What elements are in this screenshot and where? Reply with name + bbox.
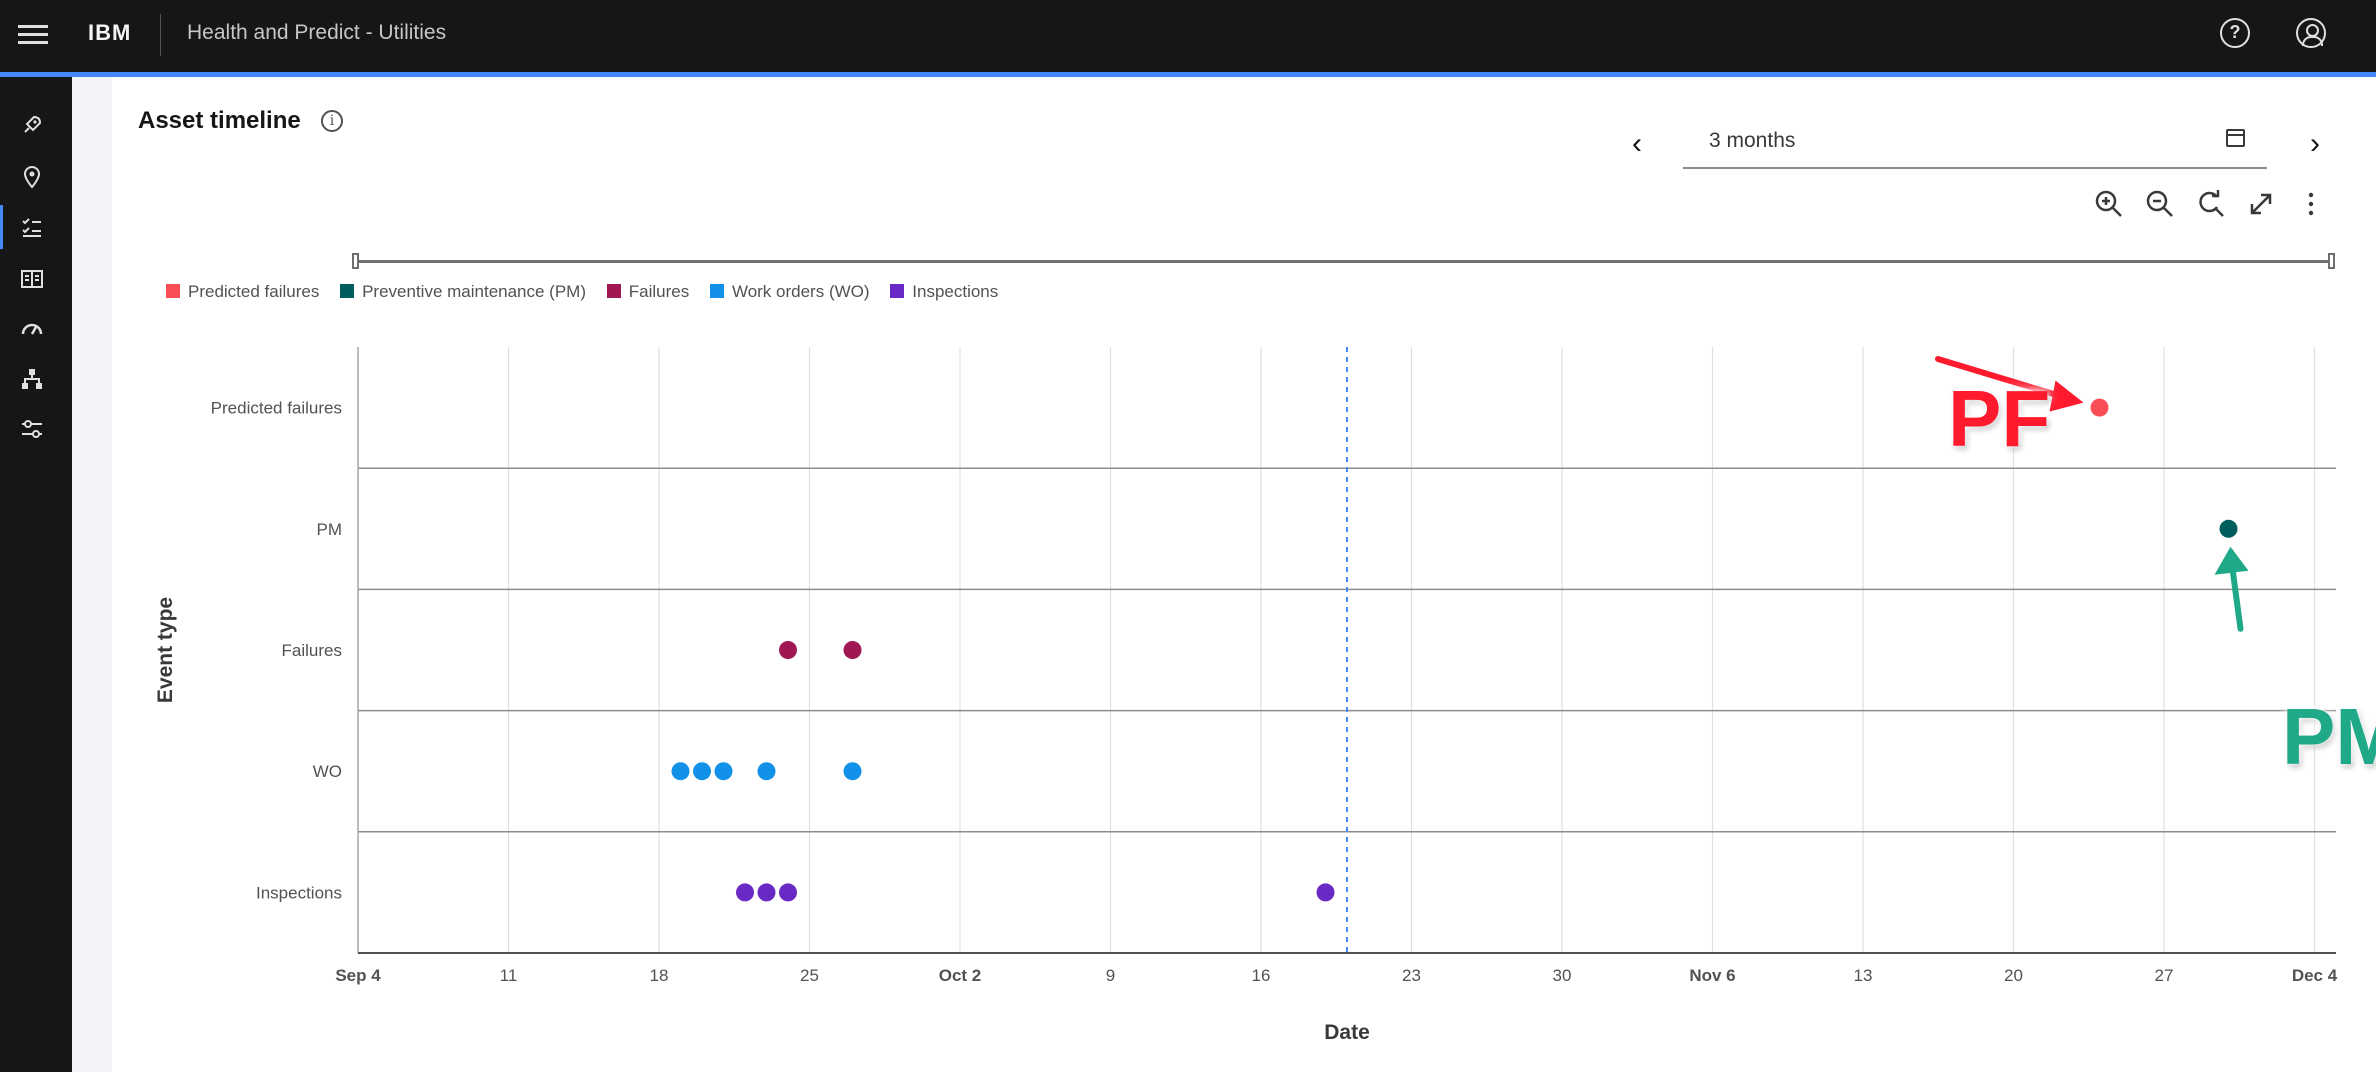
y-tick-label: Failures [282,641,342,660]
reset-zoom-icon[interactable] [2194,187,2228,221]
panel-title: Asset timeline [138,107,301,134]
x-tick-label: 27 [2155,966,2174,985]
x-tick-label: 30 [1553,966,1572,985]
rocket-icon [24,115,42,133]
y-tick-label: Predicted failures [211,399,342,418]
pf-callout-label: PF [1948,374,2051,463]
zoom-in-icon[interactable] [2092,187,2126,221]
data-point [757,883,776,902]
x-tick-label: 20 [2004,966,2023,985]
data-point [779,883,797,902]
data-point [714,762,733,781]
data-point [2219,519,2238,538]
sidebar-item-catalog[interactable] [0,257,72,301]
x-tick-label: Oct 2 [939,966,982,985]
overflow-menu-icon[interactable] [2294,187,2328,221]
catalog-icon [21,270,43,288]
location-icon [23,166,41,189]
x-axis-title: Date [1324,1021,1370,1044]
x-tick-label: 13 [1854,966,1873,985]
hamburger-menu-icon[interactable] [18,20,48,50]
sidebar-item-dashboard[interactable] [0,307,72,351]
legend-label: Inspections [912,282,999,301]
x-tick-label: 25 [800,966,819,985]
pm-callout-label: PM [2282,692,2376,781]
legend-label: Failures [628,282,690,301]
x-tick-label: Dec 4 [2292,966,2338,985]
data-point [843,762,862,781]
legend-swatch [709,284,724,298]
x-tick-label: 9 [1106,966,1115,985]
asset-timeline-panel: Asset timeline i ‹ 3 months › Predicted … [112,77,2376,1072]
legend-item-failures[interactable]: Failures [606,282,690,302]
zoom-out-icon[interactable] [2143,187,2177,221]
brand-logo[interactable]: IBM [88,20,132,45]
settings-sliders-icon [22,420,42,438]
x-tick-label: 11 [500,966,518,985]
chart-legend: Predicted failures Preventive maintenanc… [166,282,1014,302]
header-divider [160,14,161,56]
legend-item-work-orders[interactable]: Work orders (WO) [709,282,870,302]
sidebar-item-location[interactable] [0,155,72,199]
data-point [2090,398,2109,417]
legend-label: Work orders (WO) [731,282,870,301]
legend-swatch [606,284,621,298]
data-point [757,762,776,781]
sidebar-item-checklist[interactable] [0,205,72,249]
y-tick-label: WO [313,762,342,781]
help-icon[interactable]: ? [2220,18,2250,48]
sidebar-item-hierarchy[interactable] [0,357,72,401]
x-tick-label: Sep 4 [335,966,381,985]
data-point [736,883,754,902]
data-point [671,762,690,781]
legend-label: Preventive maintenance (PM) [362,282,587,301]
legend-swatch [890,284,905,298]
app-title[interactable]: Health and Predict - Utilities [187,21,447,44]
hierarchy-icon [22,369,42,389]
time-range-select[interactable]: 3 months [1683,113,2267,169]
legend-item-predicted-failures[interactable]: Predicted failures [166,282,319,302]
user-icon[interactable] [2296,18,2326,48]
legend-item-inspections[interactable]: Inspections [890,282,998,302]
x-tick-label: 23 [1402,966,1421,985]
asset-timeline-chart: Sep 4 11 18 25 Oct 2 9 16 23 30 Nov 6 13 20 27 Dec 4 P… [154,347,2338,1044]
data-point [693,762,711,781]
chevron-right-icon[interactable]: › [2310,127,2320,160]
pm-callout-arrow [2229,565,2244,632]
data-point [779,641,797,659]
x-tick-label: 16 [1252,966,1271,985]
x-tick-label: 18 [650,966,669,985]
y-tick-label: Inspections [256,883,342,902]
pf-callout-arrow [1935,356,2069,401]
y-tick-label: PM [317,520,343,539]
data-point [843,641,862,659]
x-tick-label: Nov 6 [1689,966,1735,985]
information-icon[interactable]: i [321,110,343,132]
top-header: IBM Health and Predict - Utilities ? [0,0,2376,77]
pm-callout-arrowhead [2214,546,2249,575]
expand-icon[interactable] [2244,187,2278,221]
sidebar-item-settings[interactable] [0,407,72,451]
legend-item-preventive-maintenance[interactable]: Preventive maintenance (PM) [340,282,586,302]
pf-callout-arrowhead [2049,380,2084,412]
checklist-icon [22,218,41,237]
legend-label: Predicted failures [188,282,320,301]
data-point [1316,883,1335,902]
calendar-icon[interactable] [2226,129,2245,147]
sidebar-item-rocket[interactable] [0,103,72,147]
chevron-left-icon[interactable]: ‹ [1632,127,1642,160]
time-range-value: 3 months [1709,129,1796,152]
y-axis-title: Event type [154,597,177,703]
zoom-range-slider[interactable] [356,260,2328,263]
dashboard-gauge-icon [21,323,43,335]
slider-start-handle[interactable] [352,253,359,269]
legend-swatch [340,284,355,298]
legend-swatch [166,284,180,298]
slider-end-handle[interactable] [2328,253,2335,269]
side-rail [0,77,72,1072]
